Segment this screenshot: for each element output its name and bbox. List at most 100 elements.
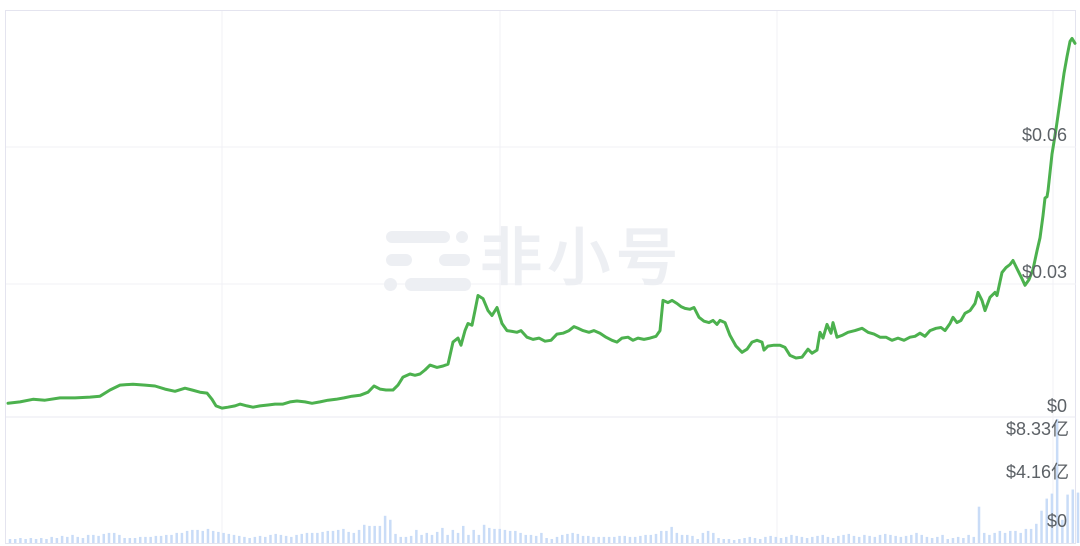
volume-bar xyxy=(899,536,903,543)
price-tick-003: $0.03 xyxy=(1021,262,1067,282)
volume-bar xyxy=(8,539,12,543)
volume-bar xyxy=(1014,530,1017,543)
volume-bar xyxy=(930,538,934,543)
volume-bar xyxy=(290,536,293,543)
volume-bar xyxy=(1050,493,1054,543)
volume-bar xyxy=(435,531,439,543)
volume-bar xyxy=(764,536,767,543)
volume-bar xyxy=(34,539,38,543)
volume-bar xyxy=(248,538,251,543)
volume-bar xyxy=(446,534,449,543)
price-tick-006: $0.06 xyxy=(1021,125,1067,145)
volume-bar xyxy=(1066,494,1069,543)
volume-bar xyxy=(76,536,79,543)
volume-bar xyxy=(503,529,507,543)
volume-bar xyxy=(336,529,340,543)
volume-bar xyxy=(50,536,53,543)
volume-bar xyxy=(1061,519,1064,543)
volume-bar xyxy=(399,536,402,543)
volume-bar xyxy=(774,536,778,543)
volume-bar xyxy=(180,532,184,543)
volume-bar xyxy=(1035,523,1038,543)
volume-bar xyxy=(368,525,371,543)
volume-bar xyxy=(425,532,429,543)
volume-bar xyxy=(831,538,835,543)
volume-bar xyxy=(45,539,48,543)
volume-bar xyxy=(706,530,710,543)
volume-bar xyxy=(1076,492,1080,543)
volume-bar xyxy=(300,533,303,543)
volume-bar xyxy=(998,530,1002,543)
volume-bar xyxy=(1009,530,1012,543)
volume-bar xyxy=(237,535,241,543)
volume-bar xyxy=(613,536,616,543)
volume-bar xyxy=(243,536,246,543)
logo-bar xyxy=(386,254,412,266)
volume-bar xyxy=(946,539,950,543)
volume-bar xyxy=(1055,418,1059,543)
volume-bar xyxy=(60,535,64,543)
volume-bar xyxy=(727,539,731,543)
volume-bar xyxy=(941,534,944,543)
volume-bar xyxy=(717,538,720,543)
volume-bar xyxy=(404,536,408,543)
volume-bar xyxy=(253,536,257,543)
volume-bar xyxy=(185,530,189,543)
volume-bar xyxy=(696,539,699,543)
volume-bar xyxy=(326,530,330,543)
volume-bar xyxy=(732,540,736,543)
volume-bar xyxy=(649,534,653,543)
volume-bar xyxy=(972,536,976,543)
price-line xyxy=(6,36,1077,410)
volume-bar xyxy=(920,534,923,543)
volume-bar xyxy=(66,536,69,543)
volume-bar xyxy=(837,535,840,543)
volume-bar xyxy=(623,535,626,543)
volume-bar xyxy=(847,533,851,543)
logo-bar xyxy=(439,254,470,266)
volume-bar xyxy=(211,530,215,543)
volume-bar xyxy=(534,535,538,543)
volume-bar xyxy=(201,530,205,543)
volume-bar xyxy=(654,533,658,543)
volume-bar xyxy=(378,525,382,543)
volume-bar xyxy=(581,535,585,543)
volume-bar xyxy=(118,534,121,543)
volume-tick-416: $4.16亿 xyxy=(1005,462,1069,482)
volume-bar xyxy=(665,530,668,543)
volume-bar xyxy=(873,536,877,543)
logo-bar xyxy=(386,231,450,243)
volume-bar xyxy=(857,536,861,543)
volume-bar xyxy=(81,538,85,543)
volume-bar xyxy=(264,536,267,543)
volume-bar xyxy=(915,532,918,543)
volume-bar xyxy=(790,534,793,543)
volume-bar xyxy=(488,527,491,543)
volume-bar xyxy=(24,539,27,543)
volume-bar xyxy=(112,532,116,543)
watermark-text: 非小号 xyxy=(480,224,685,293)
volume-bar xyxy=(477,534,481,543)
volume-bar xyxy=(128,538,132,543)
volume-bar xyxy=(962,538,965,543)
volume-bar xyxy=(451,529,455,543)
volume-bar xyxy=(1071,489,1075,543)
volume-bar xyxy=(462,525,465,543)
volume-bar xyxy=(753,538,757,543)
volume-bar xyxy=(467,534,470,543)
volume-bar xyxy=(175,532,178,543)
volume-bar xyxy=(576,533,580,543)
volume-bar xyxy=(149,536,152,543)
volume-bar xyxy=(305,532,309,543)
volume-bar xyxy=(691,535,694,543)
volume-bar xyxy=(498,528,501,543)
volume-bar xyxy=(805,538,809,543)
volume-bar xyxy=(758,539,762,543)
volume-bar xyxy=(545,538,548,543)
volume-bar xyxy=(904,535,908,543)
volume-bar xyxy=(357,529,361,543)
volume-bar xyxy=(342,528,345,543)
volume-bar xyxy=(701,532,705,543)
volume-bar xyxy=(154,535,158,543)
